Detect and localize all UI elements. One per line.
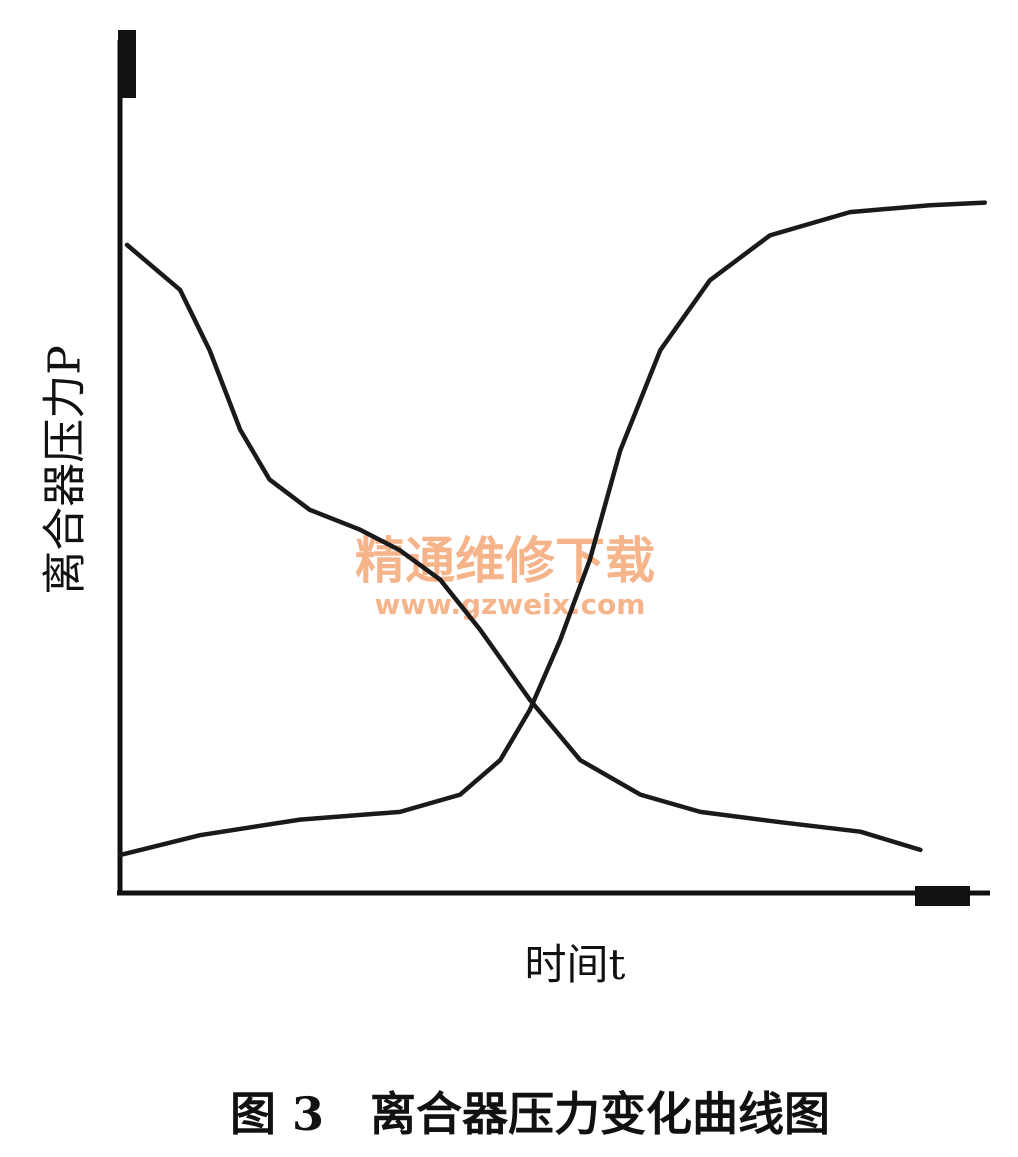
curve: [124, 242, 923, 853]
chart-title: 图 3 离合器压力变化曲线图: [230, 1087, 830, 1141]
x-axis-label: 时间t: [525, 940, 626, 989]
y-axis-label: 离合器压力P: [40, 345, 91, 595]
watermark-url: www.gzweix.com: [375, 588, 646, 621]
curve: [117, 200, 988, 858]
x-axis-arrow: [915, 886, 970, 906]
y-axis-arrow: [118, 30, 136, 98]
watermark: 精通维修下载: [355, 531, 655, 590]
